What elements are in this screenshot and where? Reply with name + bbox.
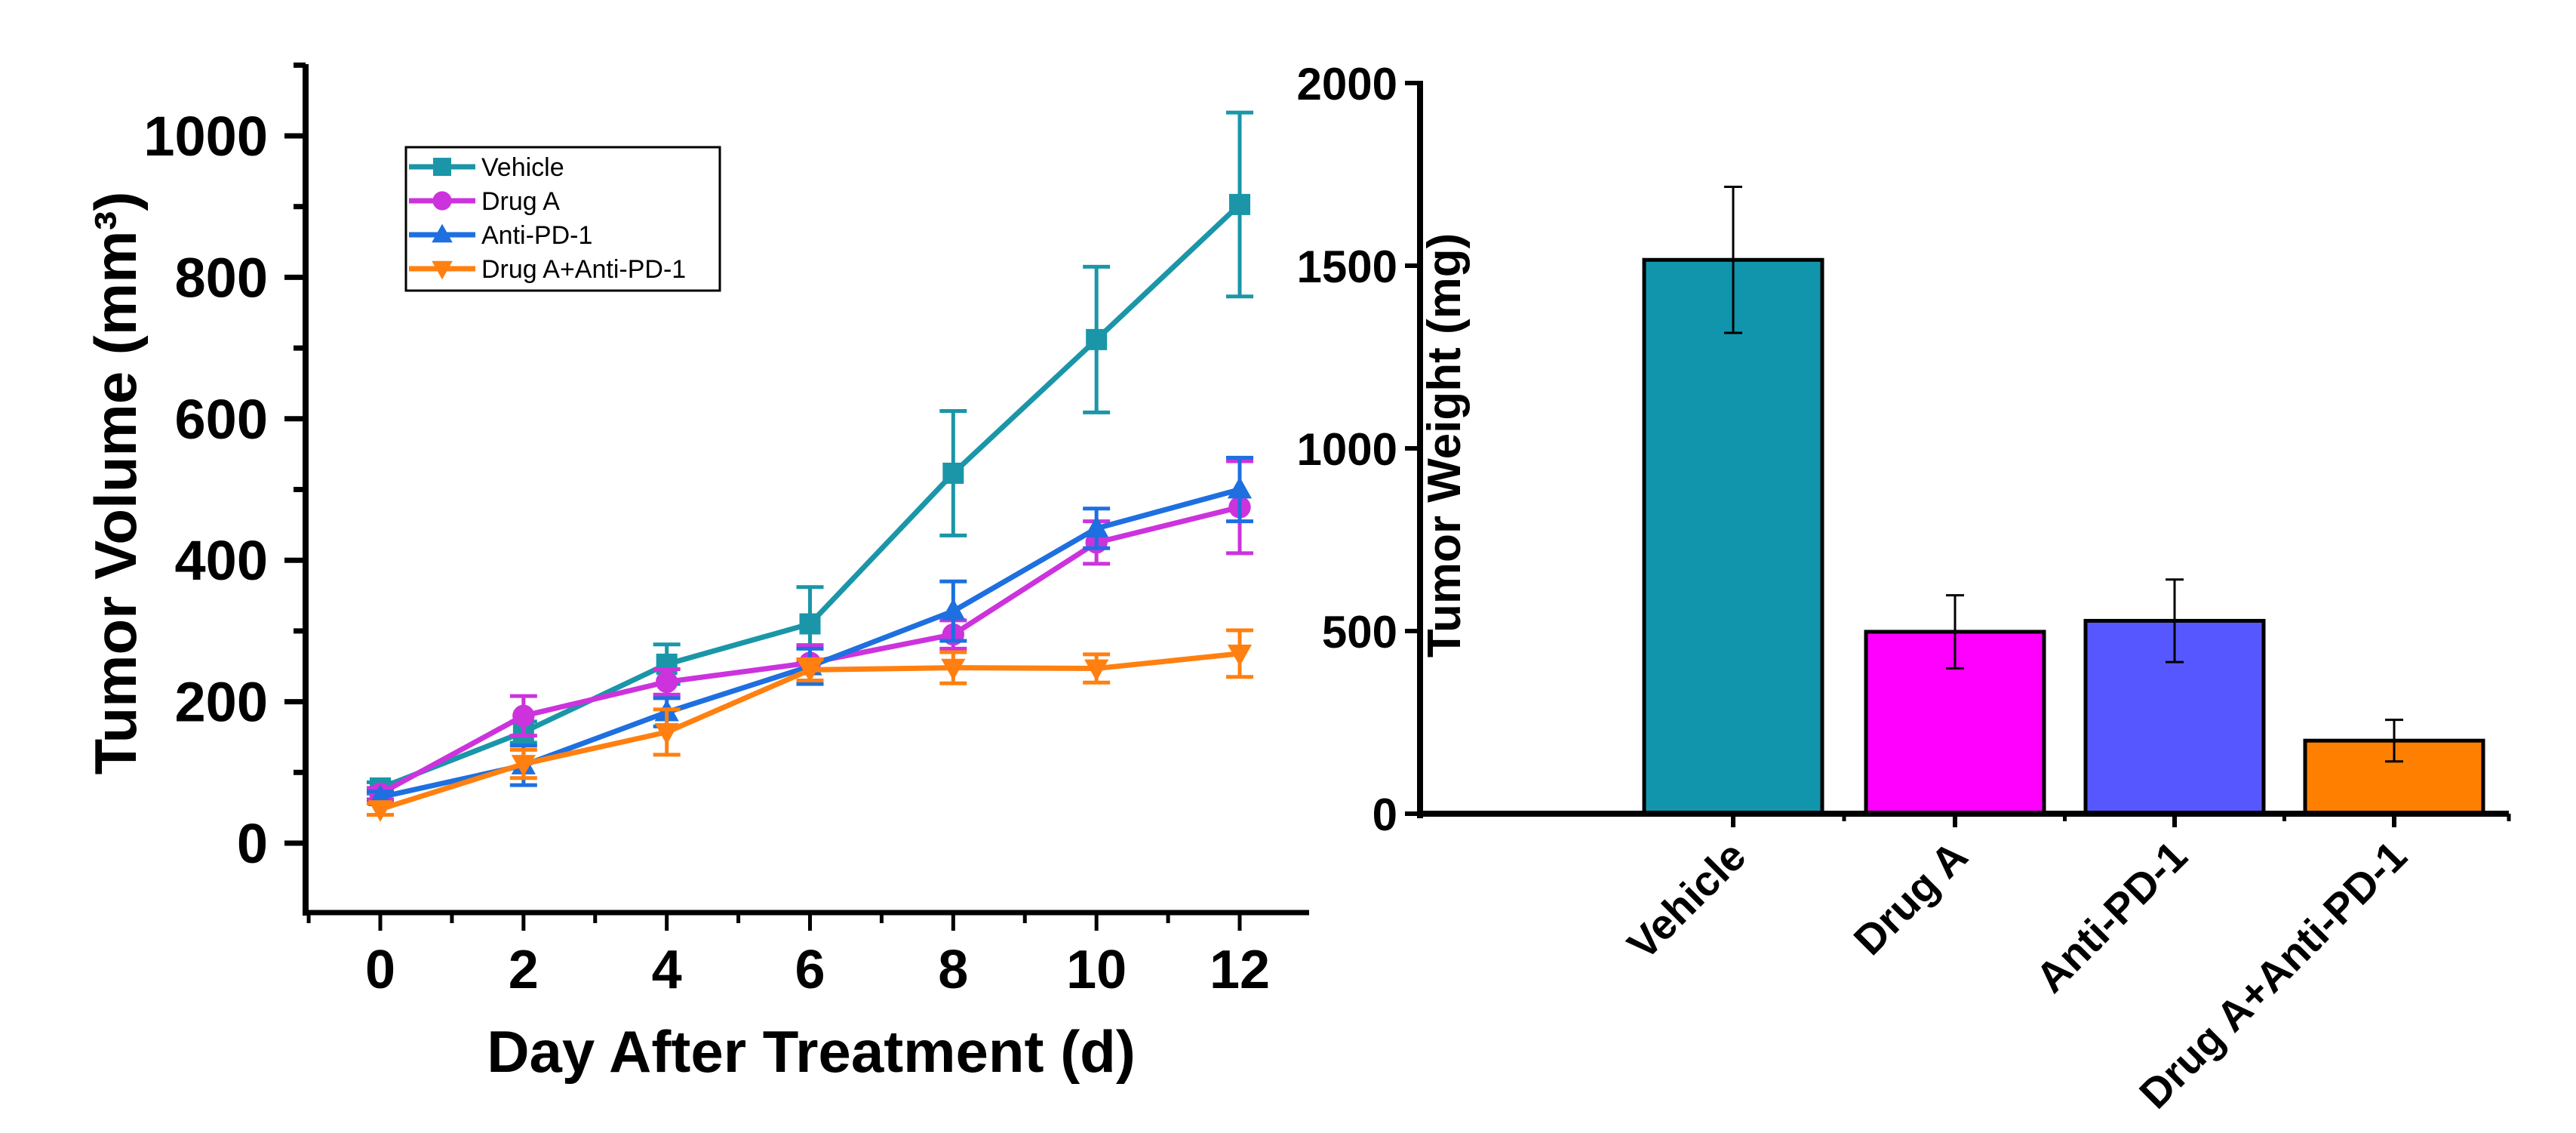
bar-y-axis-title: Tumor Weight (mg) [1419, 233, 1471, 658]
x-tick-label: 4 [652, 940, 682, 1000]
legend-label: Vehicle [481, 153, 564, 182]
x-tick-label: 2 [509, 940, 539, 1000]
x-tick-label: 0 [365, 940, 395, 1000]
x-tick-label: 6 [795, 940, 825, 1000]
data-point [655, 670, 678, 694]
data-point [799, 613, 821, 635]
legend-marker-icon [432, 223, 453, 243]
bar-chart-bars [1642, 185, 2485, 816]
data-point [798, 660, 822, 683]
legend-label: Drug A+Anti-PD-1 [481, 255, 686, 284]
y-tick-label: 1000 [143, 105, 268, 168]
series-drug-a-anti-pd-1 [367, 628, 1253, 822]
legend-label: Drug A [481, 187, 560, 216]
bar [1642, 257, 1824, 816]
bar-x-tick-label: Drug A [1844, 832, 1976, 964]
bar-y-tick-label: 0 [1373, 790, 1397, 840]
legend-item: Vehicle [409, 153, 564, 182]
legend-marker-icon [432, 191, 452, 211]
data-point [1084, 516, 1109, 537]
bar-y-tick-label: 500 [1322, 607, 1397, 657]
data-point [941, 598, 966, 620]
line-chart: 0 200 400 600 800 1000 0 2 4 6 8 10 12 Day After Tr… [82, 62, 1309, 1085]
bar-x-tick-label: Anti-PD-1 [2027, 832, 2196, 1002]
y-tick-label: 800 [175, 246, 268, 309]
legend-marker-icon [433, 158, 451, 176]
bar-anti-pd-1 [2083, 578, 2266, 816]
bar-vehicle [1642, 185, 1824, 816]
data-point [512, 704, 535, 728]
data-point [1086, 328, 1108, 350]
y-tick-label: 400 [175, 529, 268, 592]
legend: Vehicle Drug A Anti-PD-1 Drug A+Anti-PD-1 [404, 146, 721, 292]
bar-y-tick-label: 1500 [1297, 242, 1397, 292]
y-axis-title: Tumor Volume (mm³) [82, 192, 149, 775]
line-chart-series [367, 110, 1253, 822]
x-tick-label: 8 [938, 940, 968, 1000]
data-point [941, 658, 966, 681]
legend-item: Drug A [409, 187, 560, 216]
data-point [942, 462, 964, 484]
bar-y-tick-label: 1000 [1297, 424, 1397, 475]
line-chart-y-ticks: 0 200 400 600 800 1000 [143, 62, 306, 875]
bar-drug-a-anti-pd-1 [2303, 719, 2485, 816]
data-point [511, 755, 536, 777]
bar-drug-a [1864, 594, 2046, 816]
line-chart-x-ticks: 0 2 4 6 8 10 12 [306, 913, 1270, 1000]
bar-x-tick-label: Vehicle [1618, 832, 1754, 968]
y-tick-label: 600 [175, 388, 268, 451]
legend-item: Drug A+Anti-PD-1 [409, 255, 686, 284]
x-tick-label: 12 [1210, 940, 1270, 1000]
data-point [1229, 193, 1250, 215]
bar-y-tick-label: 2000 [1297, 59, 1397, 109]
legend-label: Anti-PD-1 [481, 221, 592, 250]
data-point [1227, 476, 1253, 499]
y-tick-label: 0 [237, 812, 268, 875]
data-point [654, 722, 679, 745]
x-axis-title: Day After Treatment (d) [487, 1018, 1136, 1085]
legend-marker-icon [432, 260, 453, 280]
y-tick-label: 200 [175, 671, 268, 734]
bar-chart-y-ticks: 0 500 1000 1500 2000 [1297, 59, 1420, 840]
legend-item: Anti-PD-1 [409, 221, 592, 250]
x-tick-label: 10 [1066, 940, 1127, 1000]
data-point [367, 800, 393, 822]
data-point [1084, 659, 1109, 682]
series-line [379, 202, 1242, 791]
data-point [1227, 644, 1253, 667]
